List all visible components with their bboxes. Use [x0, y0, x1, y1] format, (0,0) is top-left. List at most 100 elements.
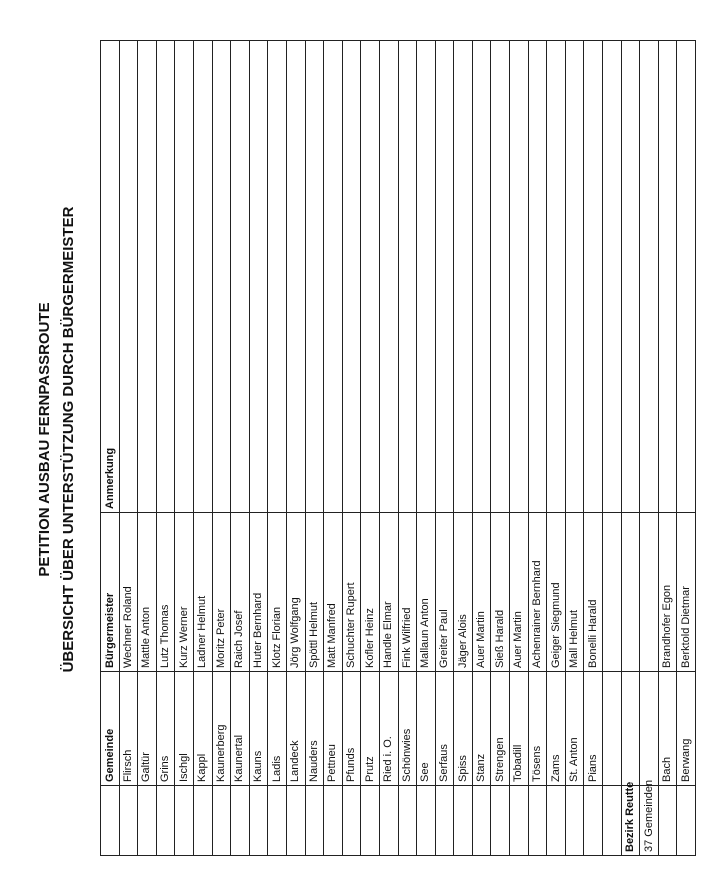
- buergermeister-cell: Moritz Peter: [212, 512, 231, 672]
- gemeinde-cell: Prutz: [360, 671, 380, 786]
- gemeinde-cell: Ladis: [267, 671, 287, 786]
- gemeinde-cell: Galtür: [137, 671, 157, 786]
- region-cell: [323, 785, 343, 856]
- region-cell: [398, 785, 417, 856]
- region-cell: [267, 785, 287, 856]
- gemeinde-cell: Stanz: [472, 671, 491, 786]
- anmerkung-cell: [230, 40, 250, 513]
- anmerkung-cell: [583, 40, 603, 513]
- table-row: Prutz Kofler Heinz: [360, 40, 380, 856]
- mayor-table: Gemeinde Bürgermeister Anmerkung Flirsch…: [100, 40, 696, 856]
- gemeinde-cell: Ischgl: [174, 671, 194, 786]
- gemeinde-cell: Pettneu: [323, 671, 343, 786]
- table-row: Zams Geiger Siegmund: [546, 40, 566, 856]
- region-cell: [565, 785, 584, 856]
- gemeinde-cell: Zams: [546, 671, 566, 786]
- anmerkung-cell: [602, 40, 622, 513]
- document-title: PETITION AUSBAU FERNPASSROUTE: [36, 302, 53, 577]
- region-cell: [137, 785, 157, 856]
- gemeinde-cell: Kaunerberg: [212, 671, 231, 786]
- anmerkung-cell: [621, 40, 640, 513]
- region-cell: Bezirk Reutte: [621, 782, 640, 856]
- table-row: Landeck Jörg Wolfgang: [286, 40, 306, 856]
- buergermeister-cell: Mattle Anton: [137, 512, 157, 672]
- gemeinde-cell: Ried i. O.: [379, 671, 398, 786]
- anmerkung-cell: [676, 40, 696, 513]
- buergermeister-cell: Jäger Alois: [453, 512, 473, 672]
- buergermeister-cell: Auer Martin: [472, 512, 491, 672]
- table-row: Serfaus Greiter Paul: [435, 40, 454, 856]
- region-cell: [379, 785, 398, 856]
- region-cell: [174, 785, 194, 856]
- anmerkung-cell: [379, 40, 398, 513]
- document-subtitle: ÜBERSICHT ÜBER UNTERSTÜTZUNG DURCH BÜRGE…: [60, 206, 77, 673]
- buergermeister-cell: Wechner Roland: [119, 512, 138, 672]
- anmerkung-cell: [639, 40, 659, 513]
- anmerkung-cell: [398, 40, 417, 513]
- buergermeister-cell: Kurz Werner: [174, 512, 194, 672]
- anmerkung-cell: [546, 40, 566, 513]
- anmerkung-cell: [472, 40, 491, 513]
- buergermeister-cell: Jörg Wolfgang: [286, 512, 306, 672]
- anmerkung-cell: [528, 40, 547, 513]
- gemeinde-cell: Berwang: [676, 671, 696, 786]
- anmerkung-cell: [137, 40, 157, 513]
- buergermeister-cell: Mallaun Anton: [416, 512, 436, 672]
- buergermeister-cell: Bonelli Harald: [583, 512, 603, 672]
- gemeinde-cell: Serfaus: [435, 671, 454, 786]
- buergermeister-cell: [602, 512, 622, 672]
- table-row: Pians Bonelli Harald: [583, 40, 603, 856]
- anmerkung-cell: [156, 40, 175, 513]
- anmerkung-cell: [174, 40, 194, 513]
- table-row: Kappl Ladner Helmut: [193, 40, 213, 856]
- gemeinde-cell: [639, 671, 659, 786]
- table-row: St. Anton Mall Helmut: [565, 40, 584, 856]
- header-gemeinde: Gemeinde: [100, 671, 120, 786]
- anmerkung-cell: [435, 40, 454, 513]
- gemeinde-cell: Pians: [583, 671, 603, 786]
- table-row: Bezirk Reutte: [621, 40, 640, 856]
- buergermeister-cell: [639, 512, 659, 672]
- gemeinde-cell: Bach: [658, 671, 677, 786]
- gemeinde-cell: Spiss: [453, 671, 473, 786]
- table-row: Spiss Jäger Alois: [453, 40, 473, 856]
- gemeinde-cell: Flirsch: [119, 671, 138, 786]
- region-cell: [119, 785, 138, 856]
- table-row: Ischgl Kurz Werner: [174, 40, 194, 856]
- gemeinde-cell: See: [416, 671, 436, 786]
- anmerkung-cell: [490, 40, 510, 513]
- gemeinde-cell: Tösens: [528, 671, 547, 786]
- region-cell: [658, 785, 677, 856]
- gemeinde-cell: Tobadill: [509, 671, 529, 786]
- buergermeister-cell: Lutz Thomas: [156, 512, 175, 672]
- gemeinde-cell: Pfunds: [342, 671, 361, 786]
- buergermeister-cell: Berktold Dietmar: [676, 512, 696, 672]
- table-row: Flirsch Wechner Roland: [119, 40, 138, 856]
- buergermeister-cell: Sieß Harald: [490, 512, 510, 672]
- anmerkung-cell: [509, 40, 529, 513]
- region-cell: [342, 785, 361, 856]
- region-cell: [583, 785, 603, 856]
- buergermeister-cell: Fink Wilfried: [398, 512, 417, 672]
- anmerkung-cell: [342, 40, 361, 513]
- buergermeister-cell: Mall Helmut: [565, 512, 584, 672]
- gemeinde-cell: Kaunertal: [230, 671, 250, 786]
- anmerkung-cell: [565, 40, 584, 513]
- table-row: 37 Gemeinden: [639, 40, 659, 856]
- header-anmerkung: Anmerkung: [100, 40, 120, 513]
- table-row: See Mallaun Anton: [416, 40, 436, 856]
- header-buergermeister: Bürgermeister: [100, 512, 120, 672]
- buergermeister-cell: Handle Elmar: [379, 512, 398, 672]
- gemeinde-cell: Kappl: [193, 671, 213, 786]
- anmerkung-cell: [286, 40, 306, 513]
- table-row: Ladis Klotz Florian: [267, 40, 287, 856]
- anmerkung-cell: [360, 40, 380, 513]
- region-cell: [193, 785, 213, 856]
- table-row: Tösens Achenrainer Bernhard: [528, 40, 547, 856]
- region-cell: [212, 785, 231, 856]
- anmerkung-cell: [416, 40, 436, 513]
- region-cell: [602, 785, 622, 856]
- gemeinde-cell: Grins: [156, 671, 175, 786]
- table-row: Bach Brandhofer Egon: [658, 40, 677, 856]
